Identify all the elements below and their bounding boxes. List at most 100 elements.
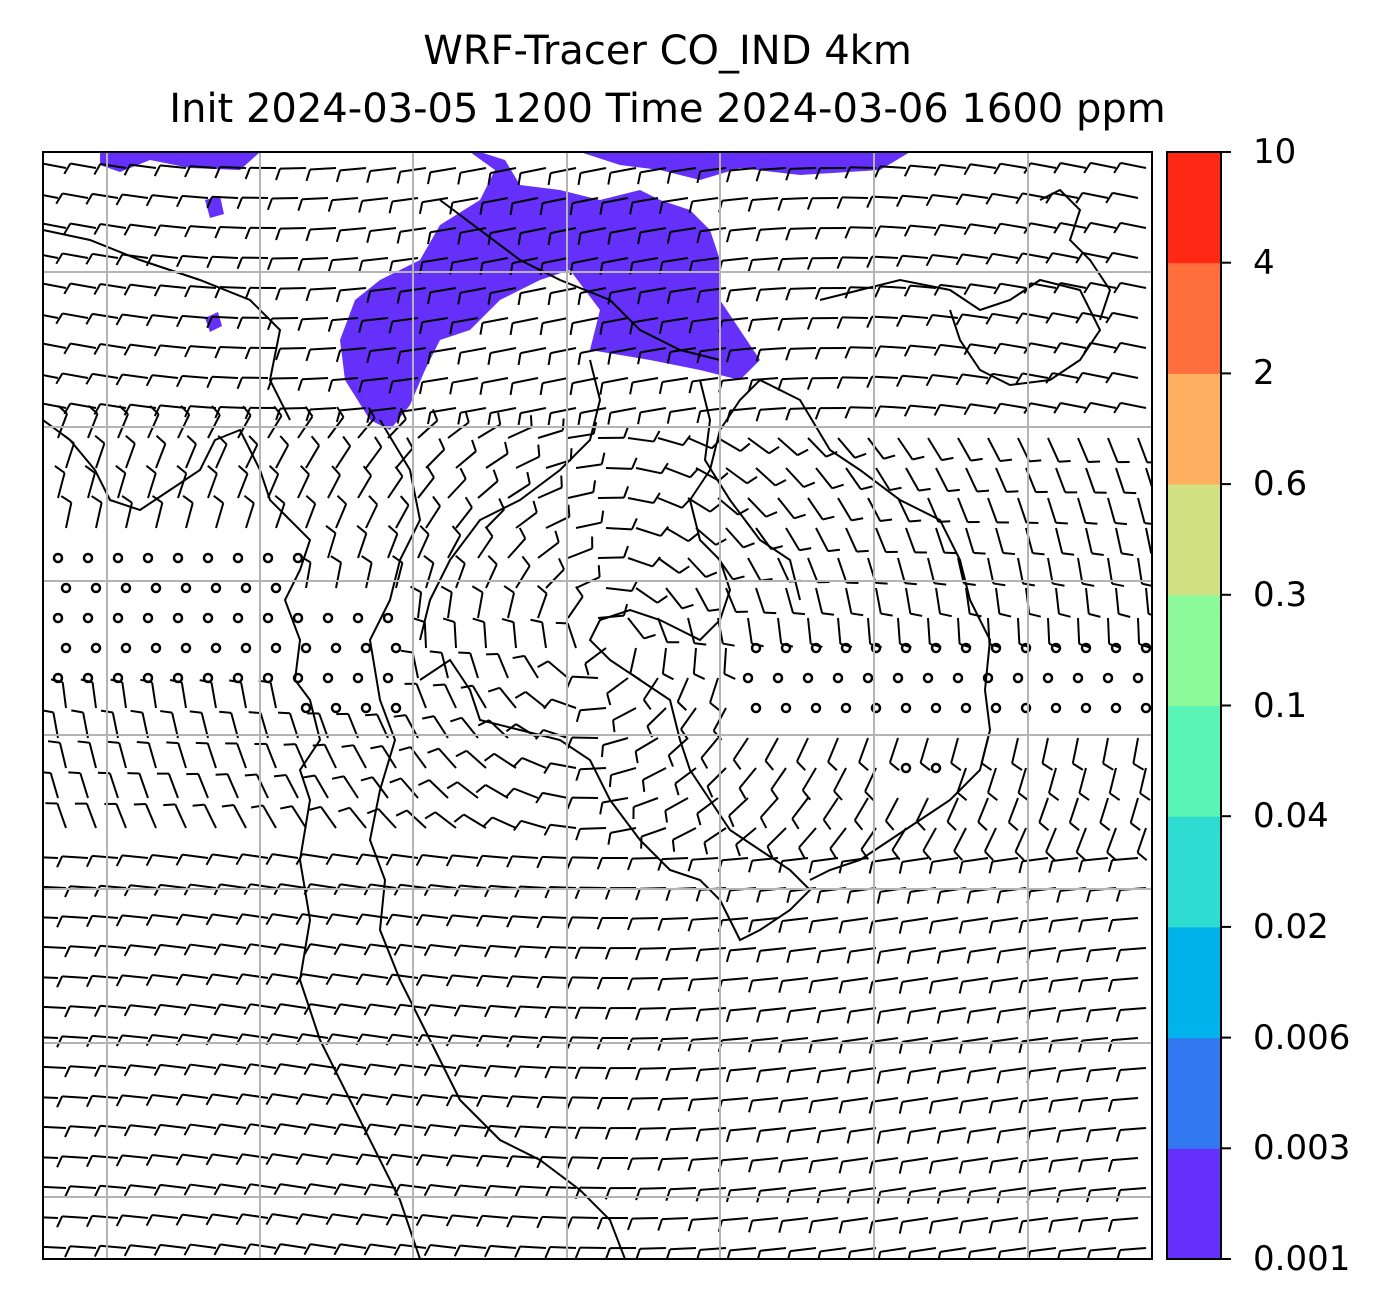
wind-barb bbox=[868, 917, 899, 934]
wind-barb bbox=[327, 197, 359, 212]
wind-barb bbox=[599, 377, 629, 395]
wind-barb bbox=[1099, 797, 1111, 832]
wind-barb bbox=[215, 435, 228, 469]
wind-barb bbox=[907, 1247, 937, 1259]
wind-barb bbox=[608, 767, 637, 788]
calm-wind-circle bbox=[142, 552, 154, 564]
wind-barb bbox=[629, 197, 659, 215]
wind-barb bbox=[687, 977, 719, 992]
wind-barb bbox=[417, 409, 439, 439]
wind-barb bbox=[267, 465, 280, 499]
wind-barb bbox=[125, 434, 136, 469]
wind-barb bbox=[56, 1155, 89, 1168]
wind-barb bbox=[299, 555, 312, 589]
wind-barb bbox=[607, 227, 637, 245]
wind-barb bbox=[607, 407, 637, 425]
wind-barb bbox=[726, 1247, 757, 1259]
wind-barb bbox=[1086, 1007, 1117, 1023]
wind-barb bbox=[637, 407, 667, 425]
wind-barb bbox=[506, 915, 539, 928]
wind-barb bbox=[544, 1005, 577, 1019]
wind-barb bbox=[706, 767, 727, 798]
wind-barb bbox=[1018, 977, 1049, 994]
wind-barb bbox=[236, 256, 269, 270]
wind-barb bbox=[577, 407, 607, 426]
calm-wind-circle bbox=[120, 642, 132, 654]
calm-wind-circle bbox=[892, 672, 904, 684]
wind-barb bbox=[43, 162, 67, 169]
wind-barb bbox=[629, 317, 659, 335]
wind-barb bbox=[980, 737, 993, 771]
calm-wind-circle bbox=[870, 702, 882, 714]
wind-barb bbox=[43, 342, 67, 349]
wind-barb bbox=[816, 1067, 847, 1084]
wind-barb bbox=[747, 257, 779, 272]
wind-barb bbox=[68, 771, 89, 799]
wind-barb bbox=[1083, 221, 1117, 234]
wind-barb bbox=[327, 377, 359, 392]
wind-barb bbox=[627, 1217, 659, 1231]
wind-barb bbox=[957, 557, 976, 586]
wind-barb bbox=[1075, 191, 1109, 204]
wind-barb bbox=[665, 1127, 697, 1142]
wind-barb bbox=[933, 403, 967, 416]
island-east bbox=[1039, 188, 1112, 321]
wind-barb bbox=[599, 317, 629, 335]
wind-barb bbox=[1107, 857, 1139, 872]
wind-barb bbox=[205, 913, 239, 926]
wind-barb bbox=[905, 587, 923, 617]
calm-wind-circle bbox=[1072, 672, 1084, 684]
wind-barb bbox=[688, 317, 719, 334]
wind-barb bbox=[123, 343, 157, 356]
wind-barb bbox=[445, 914, 479, 927]
wind-barb bbox=[801, 767, 817, 801]
calm-wind-circle bbox=[52, 552, 64, 564]
wind-barb bbox=[667, 737, 689, 767]
wind-barb bbox=[153, 1183, 187, 1196]
wind-barb bbox=[985, 372, 1019, 385]
wind-barb bbox=[55, 252, 89, 265]
wind-barb bbox=[1115, 467, 1137, 495]
wind-barb bbox=[756, 1127, 787, 1143]
wind-barb bbox=[515, 500, 538, 529]
wind-barb bbox=[728, 797, 749, 828]
wind-barb bbox=[335, 435, 352, 469]
wind-barb bbox=[115, 1034, 149, 1047]
wind-barb bbox=[280, 805, 307, 829]
wind-barb bbox=[987, 437, 1013, 463]
wind-barb bbox=[305, 347, 337, 362]
wind-barb bbox=[1053, 402, 1087, 414]
wind-barb bbox=[536, 975, 569, 989]
wind-barb bbox=[807, 437, 838, 458]
wind-barb bbox=[244, 226, 277, 240]
wind-barb bbox=[507, 471, 531, 499]
tracer-patch-main bbox=[340, 152, 760, 430]
wind-barb bbox=[236, 316, 269, 330]
wind-barb bbox=[1078, 857, 1109, 873]
wind-barb bbox=[236, 376, 269, 390]
wind-barb bbox=[544, 945, 577, 959]
wind-barb bbox=[688, 197, 719, 214]
wind-barb bbox=[725, 1007, 757, 1023]
wind-barb bbox=[692, 647, 706, 680]
wind-barb bbox=[785, 467, 816, 489]
wind-barb bbox=[845, 587, 864, 617]
wind-barb bbox=[1085, 467, 1107, 494]
wind-barb bbox=[837, 557, 859, 584]
wind-barb bbox=[833, 767, 847, 801]
wind-barb bbox=[93, 343, 127, 355]
wind-barb bbox=[1113, 221, 1147, 234]
wind-barb bbox=[453, 1124, 487, 1137]
wind-barb bbox=[273, 773, 299, 799]
calm-wind-circle bbox=[232, 612, 244, 624]
wind-barb bbox=[169, 678, 187, 709]
wind-barb bbox=[637, 227, 667, 245]
wind-barb bbox=[544, 1245, 577, 1259]
wind-barb bbox=[123, 283, 157, 296]
wind-barb bbox=[808, 857, 839, 874]
wind-barb bbox=[612, 707, 637, 733]
wind-barb bbox=[1086, 1247, 1117, 1259]
wind-barb bbox=[472, 617, 487, 649]
wind-barb bbox=[635, 1067, 667, 1081]
wind-barb bbox=[56, 1035, 89, 1048]
